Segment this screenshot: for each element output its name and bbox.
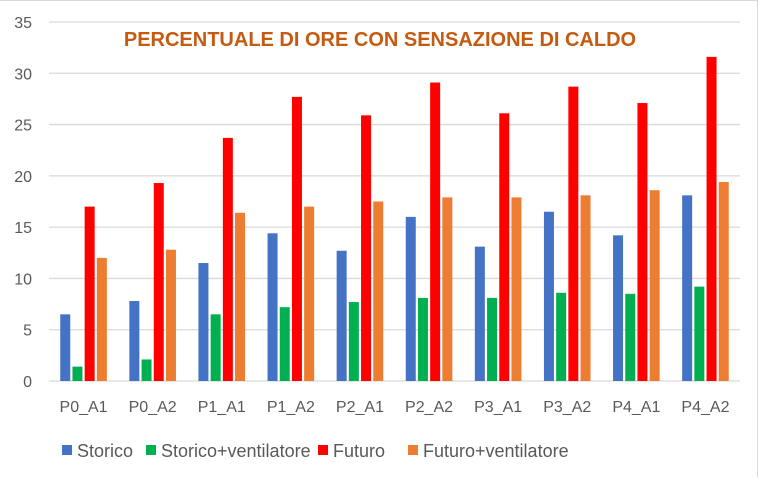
- legend-label: Storico: [77, 441, 133, 461]
- legend-swatch: [62, 445, 72, 455]
- bar-futuro-ventilatore: [649, 190, 660, 381]
- bar-futuro: [84, 206, 95, 381]
- y-tick-label: 0: [23, 374, 32, 391]
- y-tick-label: 5: [23, 323, 32, 340]
- legend-label: Storico+ventilatore: [161, 441, 311, 461]
- bar-futuro-ventilatore: [442, 197, 453, 381]
- x-tick-label: P0_A1: [60, 399, 108, 416]
- legend: Storico Storico+ventilatore Futuro Futuro+v…: [62, 441, 569, 461]
- bar-futuro-ventilatore: [165, 249, 176, 381]
- bar-futuro: [430, 82, 441, 381]
- bar-storico-ventilatore: [348, 302, 359, 381]
- bar-futuro: [499, 113, 510, 381]
- x-tick-label: P1_A1: [198, 399, 246, 416]
- bar-storico: [336, 250, 347, 381]
- bar-futuro: [568, 86, 579, 382]
- y-tick-label: 35: [14, 15, 32, 32]
- bar-storico: [613, 235, 624, 381]
- bar-futuro: [291, 96, 302, 382]
- bar-storico-ventilatore: [210, 314, 221, 381]
- x-tick-label: P2_A1: [336, 399, 384, 416]
- bar-storico-ventilatore: [625, 293, 636, 381]
- bar-storico-ventilatore: [279, 307, 290, 381]
- legend-swatch: [408, 445, 418, 455]
- x-tick-label: P1_A2: [267, 399, 315, 416]
- bar-storico-ventilatore: [417, 297, 428, 381]
- bar-futuro-ventilatore: [373, 201, 384, 381]
- y-tick-label: 25: [14, 118, 32, 135]
- bars: [60, 56, 729, 382]
- bar-storico: [405, 216, 416, 381]
- y-tick-label: 30: [14, 66, 32, 83]
- chart-title: PERCENTUALE DI ORE CON SENSAZIONE DI CAL…: [124, 29, 636, 51]
- legend-label: Futuro: [333, 441, 385, 461]
- bar-futuro: [637, 103, 648, 381]
- bar-storico: [129, 300, 140, 381]
- bar-storico-ventilatore: [141, 359, 152, 381]
- bar-storico: [543, 211, 554, 381]
- bar-futuro: [706, 56, 717, 381]
- bar-futuro-ventilatore: [580, 195, 591, 381]
- gridlines: [49, 21, 740, 382]
- bar-futuro: [361, 115, 372, 381]
- legend-swatch: [146, 445, 156, 455]
- bar-storico: [474, 246, 485, 381]
- bar-futuro-ventilatore: [235, 212, 246, 381]
- y-tick-label: 15: [14, 220, 32, 237]
- bar-futuro-ventilatore: [511, 197, 522, 381]
- y-tick-label: 10: [14, 271, 32, 288]
- bar-futuro: [222, 137, 233, 381]
- bar-storico-ventilatore: [556, 292, 567, 381]
- x-tick-label: P0_A2: [129, 399, 177, 416]
- x-tick-label: P3_A2: [543, 399, 591, 416]
- x-tick-label: P2_A2: [405, 399, 453, 416]
- bar-futuro-ventilatore: [96, 257, 107, 381]
- legend-swatch: [318, 445, 328, 455]
- bar-futuro-ventilatore: [718, 182, 729, 381]
- y-axis-ticks: 0 5 10 15 20 25 30 35: [14, 15, 32, 391]
- bar-storico-ventilatore: [72, 366, 83, 381]
- x-tick-label: P3_A1: [474, 399, 522, 416]
- x-tick-label: P4_A1: [612, 399, 660, 416]
- bar-storico: [198, 263, 209, 381]
- legend-label: Futuro+ventilatore: [423, 441, 569, 461]
- bar-futuro: [153, 183, 164, 381]
- x-axis-ticks: P0_A1 P0_A2 P1_A1 P1_A2 P2_A1 P2_A2 P3_A1 P3_A2…: [60, 399, 730, 416]
- bar-storico: [682, 195, 693, 381]
- bar-storico: [267, 233, 278, 381]
- bar-futuro-ventilatore: [304, 206, 315, 381]
- y-tick-label: 20: [14, 169, 32, 186]
- x-tick-label: P4_A2: [681, 399, 729, 416]
- bar-storico-ventilatore: [694, 286, 705, 381]
- bar-storico-ventilatore: [487, 297, 498, 381]
- bar-storico: [60, 314, 71, 381]
